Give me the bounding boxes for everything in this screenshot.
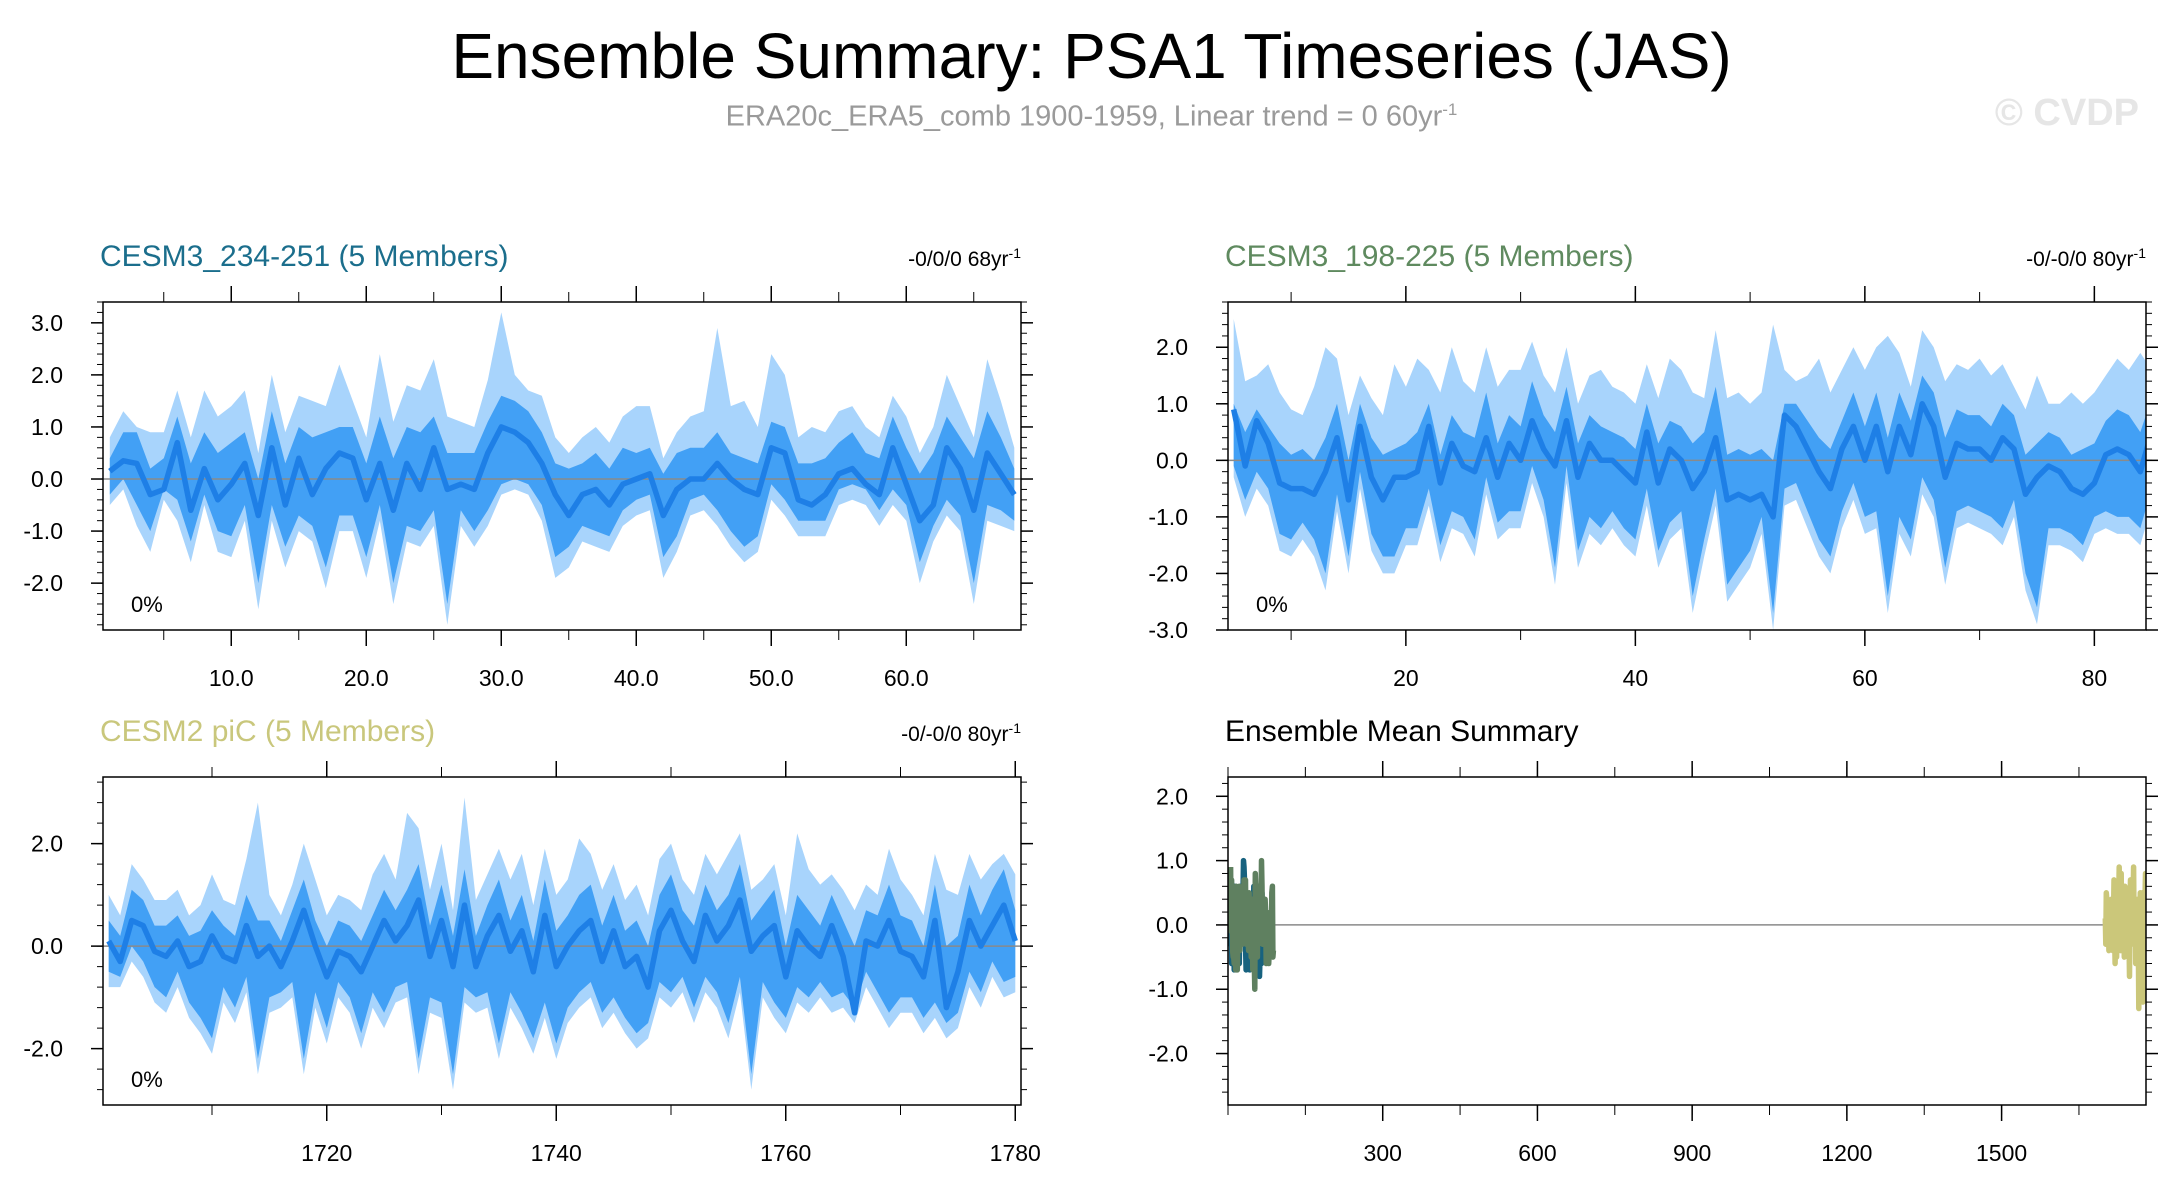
trend-label-superscript: -1 (1009, 245, 1022, 261)
ensemble-mean-line (106, 897, 1018, 1016)
page-title: Ensemble Summary: PSA1 Timeseries (JAS) (451, 20, 1732, 92)
x-tick-label: 80 (2082, 665, 2108, 691)
trend-label-text: -0/0/0 68yr (908, 248, 1008, 271)
trend-label: -0/-0/0 80yr-1 (901, 720, 1021, 746)
y-tick-label: 1.0 (31, 414, 63, 440)
x-tick-label: 40.0 (614, 665, 659, 691)
panel-cesm3-234-251: 0% -0/0/0 68yr-1 CESM3_234-251 (5 Members)… (23, 240, 1033, 691)
y-tick-label: 2.0 (1156, 783, 1188, 809)
percent-label: 0% (1256, 592, 1288, 617)
page-subtitle: ERA20c_ERA5_comb 1900-1959, Linear trend… (0, 100, 2183, 134)
x-tick-label: 60.0 (884, 665, 929, 691)
subtitle-text: ERA20c_ERA5_comb 1900-1959, Linear trend… (725, 100, 1443, 133)
y-tick-label: 1.0 (1156, 848, 1188, 874)
y-tick-label: -1.0 (1148, 976, 1188, 1002)
trend-label-text: -0/-0/0 80yr (901, 723, 1008, 746)
y-tick-label: 2.0 (31, 831, 63, 857)
panel-title: CESM3_198-225 (5 Members) (1225, 240, 1634, 273)
panel-ensemble-mean-summary: Ensemble Mean Summary 2.0 1.0 0.0 -1.0 -2.0 30… (1148, 715, 2158, 1166)
cvdp-watermark: © CVDP (1994, 92, 2139, 134)
x-tick-label: 20.0 (344, 665, 389, 691)
plot-frame (1227, 301, 2147, 631)
x-tick-label: 50.0 (749, 665, 794, 691)
y-tick-label: 0.0 (31, 933, 63, 959)
plot-frame (102, 301, 1022, 631)
trend-label: -0/-0/0 80yr-1 (2026, 245, 2146, 271)
y-tick-label: 0.0 (1156, 447, 1188, 473)
y-tick-label: -3.0 (1148, 617, 1188, 643)
percent-label: 0% (131, 592, 163, 617)
panel-title: CESM2 piC (5 Members) (100, 715, 435, 748)
inner-spread-band (108, 864, 1016, 1075)
x-tick-label: 300 (1364, 1140, 1402, 1166)
y-tick-label: 1.0 (1156, 391, 1188, 417)
plot-area (1228, 319, 2146, 630)
summary-series-line (2102, 864, 2146, 1012)
x-tick-label: 1780 (990, 1140, 1041, 1166)
y-tick-label: -2.0 (1148, 1041, 1188, 1067)
x-tick-label: 10.0 (209, 665, 254, 691)
panel-cesm3-198-225: 0% -0/-0/0 80yr-1 CESM3_198-225 (5 Members… (1148, 240, 2158, 691)
panel-cesm2-pic: 0% -0/-0/0 80yr-1 CESM2 piC (5 Members) 2.0… (23, 715, 1040, 1166)
trend-label-superscript: -1 (1009, 720, 1022, 736)
y-tick-label: 2.0 (31, 362, 63, 388)
plot-area (103, 312, 1021, 625)
x-tick-label: 600 (1518, 1140, 1556, 1166)
ensemble-mean-line (1231, 401, 2146, 520)
x-tick-label: 40 (1623, 665, 1649, 691)
trend-label: -0/0/0 68yr-1 (908, 245, 1021, 271)
y-tick-label: 3.0 (31, 310, 63, 336)
x-tick-label: 1760 (760, 1140, 811, 1166)
x-tick-label: 1740 (531, 1140, 582, 1166)
panel-title: CESM3_234-251 (5 Members) (100, 240, 509, 273)
y-tick-label: -2.0 (1148, 560, 1188, 586)
plot-frame (102, 776, 1022, 1106)
y-tick-label: 0.0 (31, 466, 63, 492)
y-tick-label: -1.0 (23, 518, 63, 544)
y-tick-label: -2.0 (23, 570, 63, 596)
y-tick-label: -2.0 (23, 1036, 63, 1062)
x-tick-label: 20 (1393, 665, 1419, 691)
plot-area (103, 797, 1021, 1090)
x-tick-label: 30.0 (479, 665, 524, 691)
y-tick-label: 0.0 (1156, 912, 1188, 938)
plot-frame (1227, 776, 2147, 1106)
x-tick-label: 60 (1852, 665, 1878, 691)
y-tick-label: -1.0 (1148, 504, 1188, 530)
plot-area (1228, 857, 2146, 1012)
x-tick-label: 900 (1673, 1140, 1711, 1166)
inner-spread-band (109, 395, 1015, 604)
percent-label: 0% (131, 1067, 163, 1092)
subtitle-superscript: -1 (1442, 100, 1458, 119)
x-tick-label: 1200 (1821, 1140, 1872, 1166)
x-tick-label: 1500 (1976, 1140, 2027, 1166)
ensemble-mean-line (108, 424, 1017, 524)
summary-series-line (1228, 857, 1277, 992)
trend-label-text: -0/-0/0 80yr (2026, 248, 2133, 271)
x-tick-label: 1720 (301, 1140, 352, 1166)
y-tick-label: 2.0 (1156, 334, 1188, 360)
panel-title: Ensemble Mean Summary (1225, 715, 1578, 748)
trend-label-superscript: -1 (2134, 245, 2147, 261)
